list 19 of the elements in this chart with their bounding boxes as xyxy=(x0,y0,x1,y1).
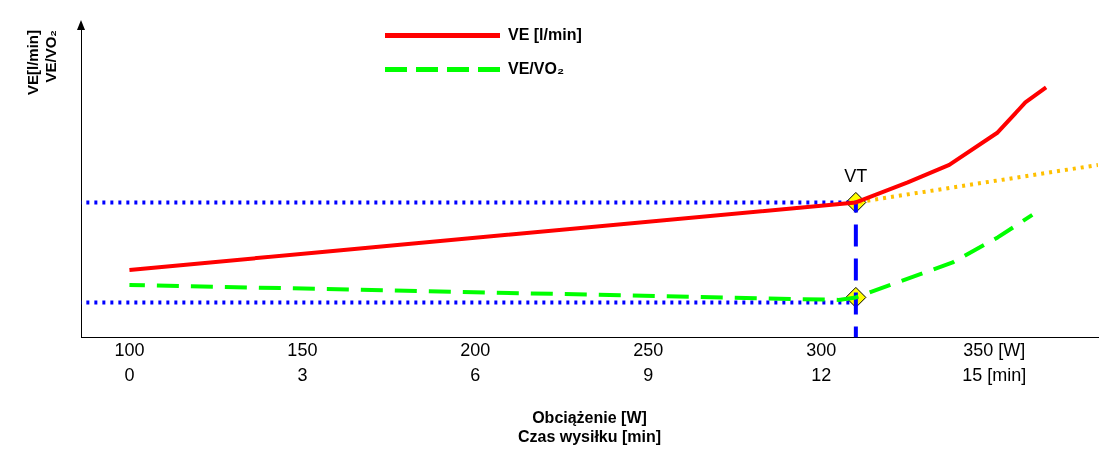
x-tick-label: 100 xyxy=(114,340,145,361)
x-tick-label: 300 xyxy=(806,340,837,361)
x2-tick-label: 0 xyxy=(124,364,135,385)
x-tick-label: 200 xyxy=(460,340,491,361)
x-tick-label: 150 xyxy=(287,340,318,361)
x2-tick-label: 3 xyxy=(297,364,308,385)
x2-tick-label: 6 xyxy=(470,364,481,385)
annotation: VT xyxy=(844,166,868,187)
legend-label: VE/VO₂ xyxy=(508,60,565,78)
x-axis-title: Obciążenie [W] xyxy=(532,408,647,426)
legend-label: VE [l/min] xyxy=(508,26,582,44)
x-tick-label: 350 [W] xyxy=(963,340,1026,361)
x2-tick-label: 9 xyxy=(643,364,654,385)
y2-axis-title: VE/VO₂ xyxy=(42,30,60,83)
x2-tick-label: 12 xyxy=(811,364,832,385)
x2-tick-label: 15 [min] xyxy=(962,364,1027,385)
x2-axis-title: Czas wysiłku [min] xyxy=(517,427,662,445)
y-axis-title: VE[l/min] xyxy=(24,30,42,96)
x-tick-label: 250 xyxy=(633,340,664,361)
